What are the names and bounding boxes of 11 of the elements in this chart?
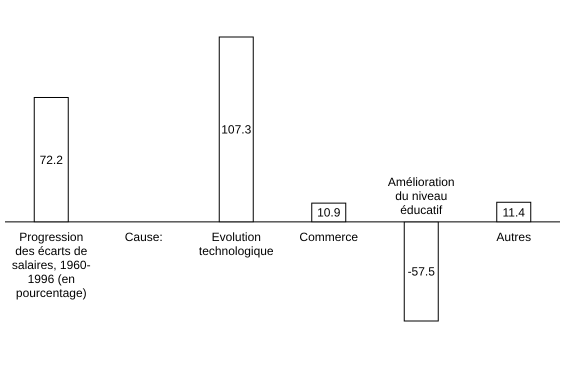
x-tick-label: Progression des écarts de salaires, 1960-1996 (en pourcentage) bbox=[12, 230, 91, 300]
x-tick-label: Commerce bbox=[299, 230, 358, 244]
annotation: Cause: bbox=[124, 230, 163, 244]
data-label: -57.5 bbox=[408, 264, 436, 279]
x-tick-label: Amélioration du niveau éducatif bbox=[388, 174, 455, 217]
data-label: 72.2 bbox=[40, 152, 64, 167]
data-label: 10.9 bbox=[317, 206, 341, 220]
x-tick-label: Autres bbox=[496, 230, 532, 244]
data-label: 11.4 bbox=[502, 205, 526, 220]
data-label: 107.3 bbox=[221, 122, 252, 137]
x-tick-label: Evolution technologique bbox=[198, 230, 274, 258]
